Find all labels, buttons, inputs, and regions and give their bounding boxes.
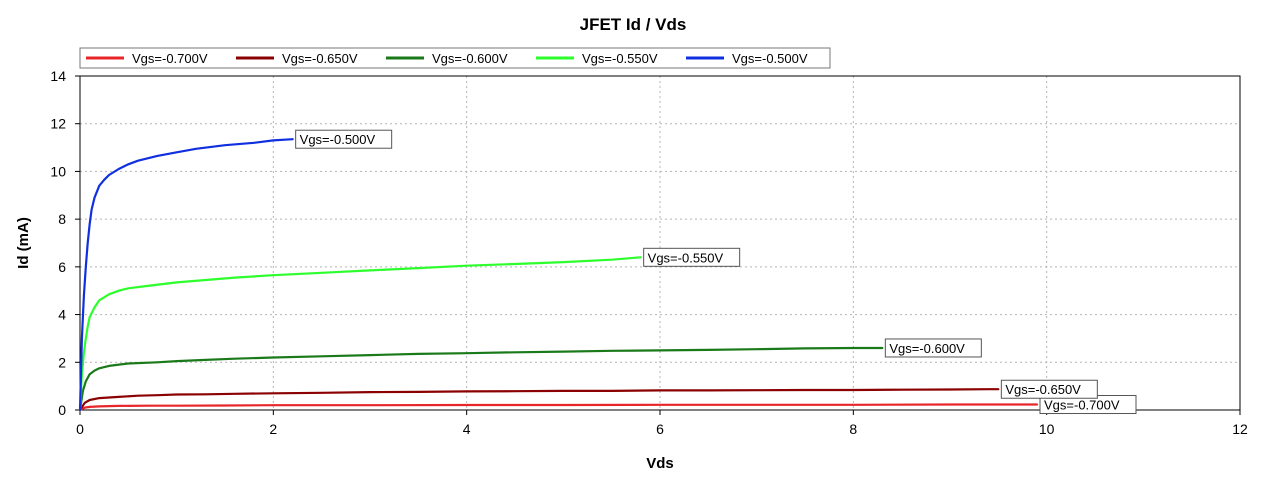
y-tick-label: 2 — [58, 354, 66, 370]
x-tick-label: 10 — [1039, 421, 1055, 437]
x-axis-title: Vds — [646, 455, 674, 472]
annotation-label: Vgs=-0.600V — [889, 341, 965, 356]
annotation-box — [643, 247, 741, 267]
legend-label: Vgs=-0.500V — [732, 51, 808, 66]
x-tick-label: 0 — [76, 421, 84, 437]
y-tick-label: 10 — [50, 163, 66, 179]
annotation-label: Vgs=-0.500V — [300, 132, 376, 147]
x-tick-label: 4 — [463, 421, 471, 437]
axes: 0 2 4 6 8 10 12 0 2 4 6 8 10 12 14 — [50, 68, 1248, 437]
legend-label: Vgs=-0.700V — [132, 51, 208, 66]
x-tick-label: 6 — [656, 421, 664, 437]
series-line — [78, 346, 884, 412]
annotation-box — [295, 129, 393, 149]
plot-frame — [79, 75, 1241, 411]
annotation-box — [884, 338, 982, 358]
legend-label: Vgs=-0.600V — [432, 51, 508, 66]
annotation-label: Vgs=-0.700V — [1044, 398, 1120, 413]
series-annotation: Vgs=-0.700V — [1039, 395, 1137, 415]
series-layer — [78, 138, 1039, 412]
y-tick-label: 14 — [50, 68, 66, 84]
legend: Vgs=-0.700V Vgs=-0.650V Vgs=-0.600V Vgs=-0.… — [79, 47, 831, 69]
x-tick-label: 2 — [269, 421, 277, 437]
series-line — [78, 138, 294, 412]
y-axis-title: Id (mA) — [15, 217, 32, 269]
annotation-label: Vgs=-0.550V — [648, 250, 724, 265]
series-annotation: Vgs=-0.600V — [884, 338, 982, 358]
legend-box — [79, 47, 831, 69]
series-line — [78, 388, 1000, 412]
series-annotation: Vgs=-0.500V — [295, 129, 393, 149]
series-line — [78, 403, 1039, 412]
legend-label: Vgs=-0.550V — [582, 51, 658, 66]
grid-lines — [80, 75, 1241, 410]
x-tick-label: 8 — [849, 421, 857, 437]
annotation-box — [1000, 379, 1098, 399]
annotation-label: Vgs=-0.650V — [1005, 382, 1081, 397]
series-annotation: Vgs=-0.650V — [1000, 379, 1098, 399]
y-tick-label: 8 — [58, 211, 66, 227]
y-tick-label: 0 — [58, 402, 66, 418]
y-tick-label: 4 — [58, 307, 66, 323]
chart-title: JFET Id / Vds — [580, 15, 687, 34]
x-tick-label: 12 — [1232, 421, 1248, 437]
legend-label: Vgs=-0.650V — [282, 51, 358, 66]
series-line — [78, 256, 642, 412]
y-tick-label: 12 — [50, 116, 66, 132]
series-annotation: Vgs=-0.550V — [643, 247, 741, 267]
y-tick-label: 6 — [58, 259, 66, 275]
